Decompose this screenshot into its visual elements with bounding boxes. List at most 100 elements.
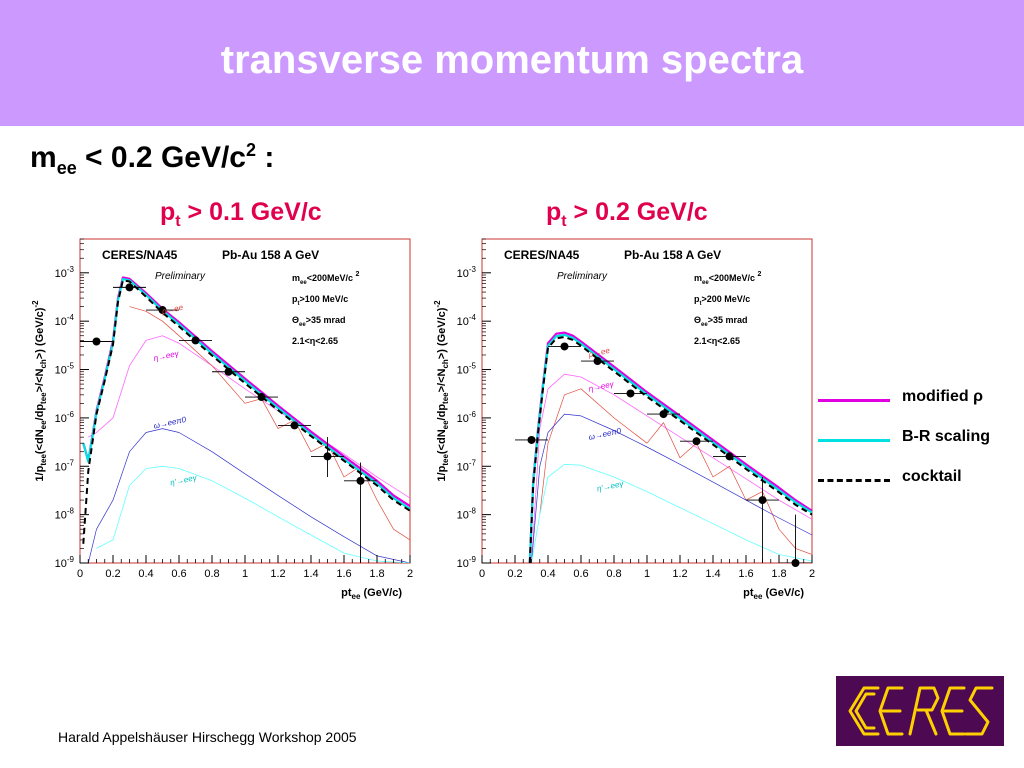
chart-left: 0 0.2 0.4 0.6 0.8 1 1.2 1.4 1.6 1.8 2 10-9 10-8 10-7 1…	[31, 238, 413, 601]
ceres-logo	[836, 676, 1004, 746]
x-tick-label: 1.8	[771, 568, 786, 580]
data-point	[527, 435, 536, 444]
y-tick-label: 10-6	[55, 410, 75, 425]
legend-item-br-scaling: B-R scaling	[818, 428, 1018, 452]
curve-eta-dalitz	[531, 373, 812, 563]
curve-rho-ee	[539, 388, 812, 555]
data-point	[158, 306, 167, 315]
cut-label: Θee>35 mrad	[292, 315, 345, 328]
experiment-label: CERES/NA45	[504, 248, 580, 262]
y-tick-label: 10-7	[457, 458, 477, 473]
legend: modified ρ B-R scaling cocktail	[818, 388, 1018, 498]
cut-label: Θee>35 mrad	[694, 315, 747, 328]
curve-cocktail	[528, 336, 812, 563]
mass-cut-label: mee < 0.2 GeV/c2 :	[30, 140, 275, 178]
page-title: transverse momentum spectra	[220, 38, 804, 82]
x-tick-label: 1.8	[369, 568, 384, 580]
y-tick-label: 10-6	[457, 410, 477, 425]
x-axis-label: ptee (GeV/c)	[743, 587, 804, 601]
legend-label: cocktail	[902, 468, 962, 485]
x-tick-label: 0.2	[105, 568, 120, 580]
y-tick-label: 10-8	[55, 507, 75, 522]
chart-right: 0 0.2 0.4 0.6 0.8 1 1.2 1.4 1.6 1.8 2 10-9 10-8 10-7 1…	[433, 238, 815, 601]
cut-label: mee<200MeV/c 2	[694, 271, 762, 286]
y-tick-label: 10-8	[457, 507, 477, 522]
y-tick-label: 10-4	[457, 313, 477, 328]
x-tick-label: 0.8	[606, 568, 621, 580]
y-tick-label: 10-5	[55, 362, 75, 377]
data-point	[257, 393, 266, 402]
legend-label: modified ρ	[902, 388, 984, 405]
x-tick-label: 0	[479, 568, 485, 580]
cut-label: pt>200 MeV/c	[694, 294, 750, 307]
ceres-logo-graphic	[848, 686, 994, 736]
preliminary-label: Preliminary	[557, 271, 608, 282]
cut-label: mee<200MeV/c 2	[292, 271, 360, 286]
preliminary-label: Preliminary	[155, 271, 206, 282]
legend-item-cocktail: cocktail	[818, 468, 1018, 492]
x-tick-label: 0.4	[540, 568, 555, 580]
y-tick-label: 10-3	[55, 265, 75, 280]
y-axis-label: 1/ptee(<dNee/dptee>/<Nch>) (GeV/c)-2	[433, 300, 450, 482]
y-tick-label: 10-7	[55, 458, 75, 473]
y-axis-label: 1/ptee(<dNee/dptee>/<Nch>) (GeV/c)-2	[31, 300, 48, 482]
legend-line-modified-rho	[818, 399, 890, 402]
y-tick-label: 10-9	[457, 555, 477, 570]
title-banner: transverse momentum spectra	[0, 0, 1024, 126]
curve-etaprime-dalitz	[96, 465, 410, 563]
curve-omega-dalitz	[531, 413, 812, 563]
x-tick-label: 2	[407, 568, 413, 580]
x-tick-label: 0.2	[507, 568, 522, 580]
x-tick-label: 0.8	[204, 568, 219, 580]
data-point	[191, 336, 200, 345]
cut-label: 2.1<η<2.65	[292, 336, 338, 346]
data-point	[323, 452, 332, 461]
experiment-label: CERES/NA45	[102, 248, 178, 262]
curve-eta-dalitz	[88, 335, 410, 499]
x-axis-label: ptee (GeV/c)	[341, 587, 402, 601]
data-point	[92, 337, 101, 346]
x-tick-label: 1.4	[705, 568, 720, 580]
system-label: Pb-Au 158 A GeV	[222, 248, 319, 262]
data-point	[659, 410, 668, 419]
x-tick-label: 1.4	[303, 568, 318, 580]
x-tick-label: 1.6	[738, 568, 753, 580]
x-tick-label: 0.6	[573, 568, 588, 580]
plot-frame	[79, 238, 411, 564]
legend-item-modified-rho: modified ρ	[818, 388, 1018, 412]
data-point	[356, 476, 365, 485]
system-label: Pb-Au 158 A GeV	[624, 248, 721, 262]
x-tick-label: 0	[77, 568, 83, 580]
y-tick-label: 10-9	[55, 555, 75, 570]
panel-left-label: pt > 0.1 GeV/c	[160, 198, 322, 230]
curve-etaprime-dalitz	[531, 463, 812, 563]
data-point	[125, 283, 134, 292]
x-tick-label: 0.4	[138, 568, 153, 580]
x-tick-label: 1	[644, 568, 650, 580]
x-tick-label: 0.6	[171, 568, 186, 580]
legend-line-br-scaling	[818, 439, 890, 442]
y-tick-label: 10-3	[457, 265, 477, 280]
data-point	[224, 367, 233, 376]
panel-right-label: pt > 0.2 GeV/c	[546, 198, 708, 230]
cut-label: pt>100 MeV/c	[292, 294, 348, 307]
x-tick-label: 1.2	[270, 568, 285, 580]
legend-line-cocktail	[818, 479, 890, 482]
data-point	[692, 437, 701, 446]
x-tick-label: 1.6	[336, 568, 351, 580]
data-point	[560, 342, 569, 351]
legend-label: B-R scaling	[902, 428, 991, 445]
curve-cocktail	[82, 279, 410, 544]
data-point	[626, 389, 635, 398]
x-tick-label: 1	[242, 568, 248, 580]
data-point	[791, 559, 800, 567]
footer-credit: Harald Appelshäuser Hirschegg Workshop 2…	[58, 729, 357, 745]
x-tick-label: 1.2	[672, 568, 687, 580]
data-point	[758, 496, 767, 505]
cut-label: 2.1<η<2.65	[694, 336, 740, 346]
y-tick-label: 10-5	[457, 362, 477, 377]
x-tick-label: 2	[809, 568, 815, 580]
curve-rho-ee	[129, 306, 410, 541]
y-tick-label: 10-4	[55, 313, 75, 328]
curve-omega-dalitz	[87, 428, 410, 563]
